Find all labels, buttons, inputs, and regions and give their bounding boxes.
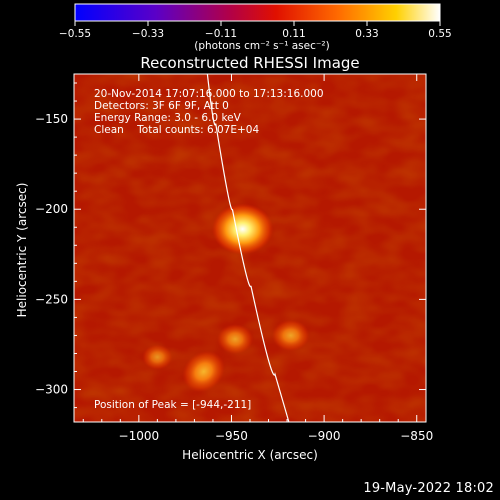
colorbar-ticks: −0.55 −0.33 −0.11 0.11 0.33 0.55 [59, 21, 452, 40]
colorbar: −0.55 −0.33 −0.11 0.11 0.33 0.55 (photons cm⁻… [59, 3, 452, 52]
colorbar-gradient [74, 3, 441, 22]
x-tick-label: −900 [308, 429, 341, 443]
colorbar-tick-label: 0.55 [428, 28, 451, 40]
colorbar-tick-label: −0.33 [132, 28, 164, 40]
y-tick-label: −150 [35, 112, 68, 126]
colorbar-tick-label: −0.11 [205, 28, 237, 40]
x-axis-label: Heliocentric X (arcsec) [182, 448, 318, 462]
info-line-counts: Clean Total counts: 6.07E+04 [94, 124, 259, 136]
emission-sources [142, 203, 310, 393]
colorbar-tick-label: −0.55 [59, 28, 91, 40]
emission-source [272, 319, 310, 352]
x-tick-label: −850 [400, 429, 433, 443]
colorbar-units-label: (photons cm⁻² s⁻¹ asec⁻²) [194, 40, 329, 52]
info-line-time: 20-Nov-2014 17:07:16.000 to 17:13:16.000 [94, 88, 324, 100]
axis-ticks: −1000 −950 −900 −850 −150 −200 −250 −300 [35, 74, 433, 443]
info-line-detectors: Detectors: 3F 6F 9F, Att 0 [94, 100, 229, 112]
y-tick-label: −300 [35, 383, 68, 397]
peak-position-label: Position of Peak = [-944,-211] [94, 399, 251, 411]
colorbar-tick-label: 0.11 [282, 28, 305, 40]
plot-area: −1000 −950 −900 −850 −150 −200 −250 −300 [35, 73, 433, 443]
colorbar-tick-label: 0.33 [355, 28, 378, 40]
info-block: 20-Nov-2014 17:07:16.000 to 17:13:16.000… [94, 88, 324, 411]
info-line-energy: Energy Range: 3.0 - 6.0 keV [94, 112, 242, 124]
x-tick-label: −1000 [119, 429, 160, 443]
y-tick-label: −250 [35, 292, 68, 306]
solar-limb-curve [206, 74, 290, 422]
emission-source [217, 324, 254, 355]
y-axis-label: Heliocentric Y (arcsec) [15, 183, 29, 318]
chart-title: Reconstructed RHESSI Image [140, 54, 359, 72]
emission-source [142, 344, 173, 370]
x-tick-label: −950 [215, 429, 248, 443]
footer-timestamp: 19-May-2022 18:02 [363, 481, 494, 496]
emission-source [211, 203, 274, 255]
emission-source [182, 350, 225, 393]
y-tick-label: −200 [35, 202, 68, 216]
